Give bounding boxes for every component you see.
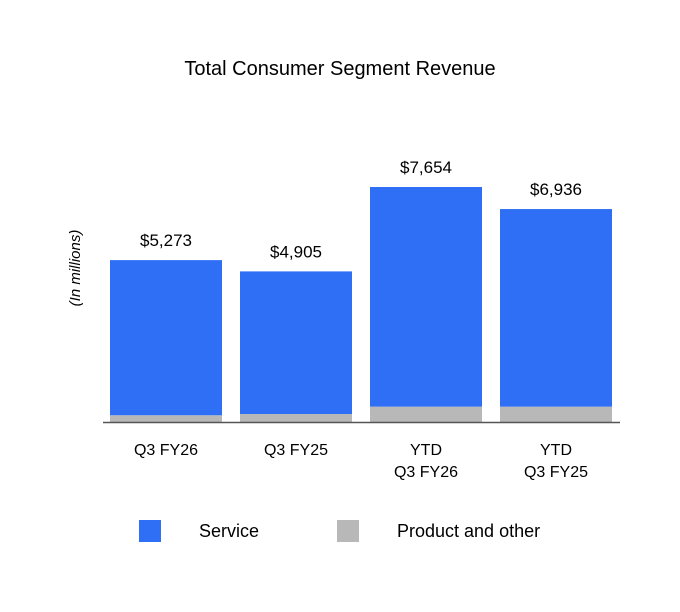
y-axis-label: (In millions) [67, 230, 84, 307]
bar-segment-product-1 [240, 414, 352, 422]
bar-segment-service-3 [500, 209, 612, 407]
total-label-3: $6,936 [530, 180, 582, 199]
bar-segment-service-0 [110, 260, 222, 416]
legend-service-label: Service [199, 521, 259, 541]
x-tick-label: Q3 FY25 [524, 464, 588, 481]
legend-service-swatch [139, 520, 161, 542]
x-tick-label: Q3 FY26 [394, 464, 458, 481]
bar-segment-service-1 [240, 271, 352, 415]
legend-product-and-other-swatch [337, 520, 359, 542]
x-tick-label: YTD [540, 442, 572, 459]
bars-group: $5,273 $4,905 $7,654 $6,936 [110, 158, 612, 422]
total-label-2: $7,654 [400, 158, 452, 177]
bar-segment-product-3 [500, 406, 612, 422]
x-tick-label: YTD [410, 442, 442, 459]
legend: Service Product and other [139, 520, 540, 542]
total-label-1: $4,905 [270, 242, 322, 261]
x-tick-label: Q3 FY25 [264, 442, 328, 459]
chart-title: Total Consumer Segment Revenue [184, 58, 495, 80]
bar-segment-product-0 [110, 415, 222, 422]
x-tick-labels: Q3 FY26 Q3 FY25 YTD Q3 FY26 YTD Q3 FY25 [134, 442, 588, 481]
legend-product-and-other-label: Product and other [397, 521, 540, 541]
bar-segment-service-2 [370, 187, 482, 407]
x-tick-label: Q3 FY26 [134, 442, 198, 459]
bar-segment-product-2 [370, 406, 482, 422]
total-label-0: $5,273 [140, 231, 192, 250]
